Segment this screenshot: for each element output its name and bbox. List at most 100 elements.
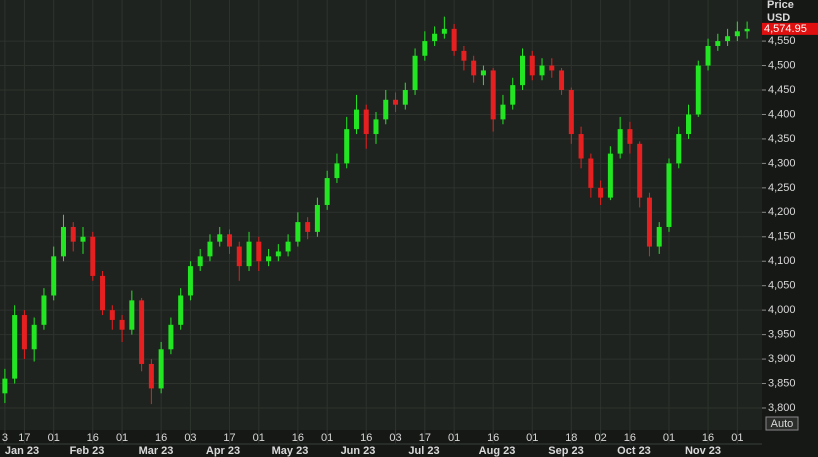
price-axis <box>762 0 818 457</box>
plot-area <box>0 0 762 430</box>
month-label: Sep 23 <box>548 445 583 457</box>
x-tick-label: 01 <box>731 432 743 444</box>
y-tick-label: 4,050 <box>768 280 796 292</box>
y-tick-label: 4,350 <box>768 133 796 145</box>
candle-body <box>12 315 18 379</box>
x-tick-label: 17 <box>223 432 235 444</box>
y-tick-label: 4,250 <box>768 182 796 194</box>
x-tick-label: 18 <box>565 432 577 444</box>
month-label: Apr 23 <box>206 445 240 457</box>
candle-body <box>41 295 47 325</box>
candle-body <box>217 234 223 242</box>
y-tick-label: 4,000 <box>768 304 796 316</box>
x-tick-label: 16 <box>624 432 636 444</box>
candle-body <box>549 65 555 71</box>
candle-body <box>725 36 731 42</box>
candle-body <box>744 28 750 32</box>
candle-body <box>617 129 623 154</box>
y-tick-label: 4,400 <box>768 108 796 120</box>
month-label: Feb 23 <box>70 445 105 457</box>
month-label: Jan 23 <box>5 445 39 457</box>
candle-body <box>314 204 320 232</box>
candle-body <box>500 104 506 120</box>
month-label: May 23 <box>272 445 309 457</box>
candle-body <box>607 153 613 198</box>
y-tick-label: 4,200 <box>768 206 796 218</box>
candle-body <box>207 241 213 257</box>
candle-body <box>236 246 242 267</box>
candle-body <box>51 256 57 296</box>
axis-title: Price <box>767 0 794 11</box>
candle-body <box>109 310 115 320</box>
candle-body <box>158 349 164 389</box>
candle-body <box>373 119 379 135</box>
candle-body <box>119 319 125 330</box>
candle-body <box>266 256 272 262</box>
auto-button-label[interactable]: Auto <box>771 418 794 430</box>
y-tick-label: 4,450 <box>768 84 796 96</box>
auto-button[interactable] <box>765 416 799 431</box>
candle-body <box>568 90 574 135</box>
candle-body <box>344 129 350 164</box>
x-tick-label: 16 <box>487 432 499 444</box>
candle-body <box>227 234 233 247</box>
candle-body <box>715 41 721 46</box>
candle-body <box>256 241 262 262</box>
candle-body <box>637 143 643 198</box>
x-tick-label: 16 <box>292 432 304 444</box>
candle-body <box>31 324 37 350</box>
month-label: Nov 23 <box>685 445 721 457</box>
x-tick-label: 02 <box>594 432 606 444</box>
candle-body <box>734 31 740 37</box>
candle-body <box>168 324 174 350</box>
x-tick-label: 03 <box>389 432 401 444</box>
candle-body <box>187 266 193 296</box>
candle-body <box>588 158 594 188</box>
y-tick-label: 3,900 <box>768 353 796 365</box>
x-tick-label: 01 <box>48 432 60 444</box>
x-tick-label: 16 <box>702 432 714 444</box>
candle-body <box>441 28 447 34</box>
candle-body <box>705 45 711 66</box>
x-tick-label: 16 <box>360 432 372 444</box>
month-label: Jun 23 <box>341 445 376 457</box>
y-tick-label: 4,150 <box>768 231 796 243</box>
candle-body <box>70 226 76 242</box>
x-tick-label: 01 <box>321 432 333 444</box>
month-label: Mar 23 <box>139 445 174 457</box>
candle-body <box>402 90 408 105</box>
last-price-label: 4,574.95 <box>764 23 807 35</box>
candle-body <box>519 55 525 86</box>
candle-body <box>334 163 340 179</box>
candle-body <box>471 60 477 76</box>
candle-body <box>80 236 86 242</box>
candle-body <box>324 178 330 205</box>
candle-body <box>559 70 565 91</box>
candle-body <box>412 55 418 91</box>
y-tick-label: 4,500 <box>768 59 796 71</box>
y-tick-label: 3,950 <box>768 329 796 341</box>
candle-body <box>353 109 359 130</box>
x-tick-label: 16 <box>87 432 99 444</box>
candle-body <box>666 163 672 227</box>
axis-unit: USD <box>767 12 790 24</box>
x-tick-label: 17 <box>419 432 431 444</box>
candle-body <box>383 99 389 120</box>
month-label: Oct 23 <box>617 445 651 457</box>
candle-body <box>451 28 457 51</box>
x-tick-label: 01 <box>448 432 460 444</box>
x-tick-label: 01 <box>663 432 675 444</box>
y-tick-label: 4,300 <box>768 157 796 169</box>
candle-body <box>90 236 96 276</box>
candle-body <box>285 241 291 252</box>
candle-body <box>686 114 692 135</box>
last-price-tag <box>762 22 818 35</box>
x-tick-label: 03 <box>184 432 196 444</box>
candle-body <box>305 222 311 232</box>
candle-body <box>197 256 203 267</box>
candle-body <box>510 85 516 105</box>
candle-body <box>627 129 633 144</box>
candle-body <box>2 378 8 394</box>
x-tick-label: 3 <box>2 432 8 444</box>
